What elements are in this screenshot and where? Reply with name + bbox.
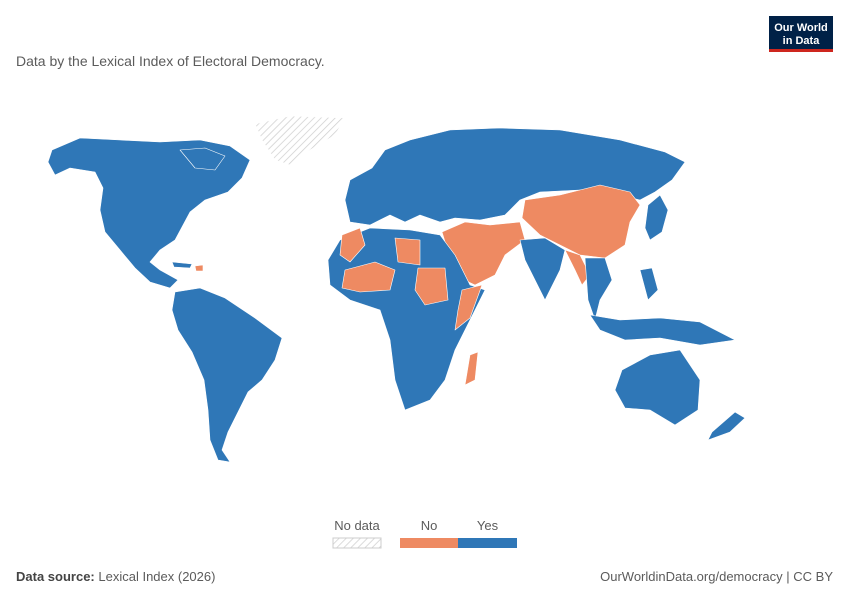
region[interactable] bbox=[179, 147, 226, 171]
logo-text: in Data bbox=[783, 35, 821, 47]
region[interactable] bbox=[341, 261, 396, 293]
region[interactable] bbox=[639, 267, 659, 301]
region[interactable] bbox=[47, 137, 251, 289]
source: Data source: Lexical Index (2026) bbox=[16, 569, 215, 584]
region[interactable] bbox=[454, 284, 483, 331]
legend-label: Yes bbox=[477, 518, 499, 533]
region[interactable] bbox=[584, 257, 613, 321]
source-label: Data source: bbox=[16, 569, 95, 584]
region[interactable] bbox=[464, 351, 479, 386]
region[interactable] bbox=[707, 411, 746, 441]
region[interactable] bbox=[394, 237, 421, 266]
world-map bbox=[47, 115, 746, 463]
legend-label: No bbox=[421, 518, 438, 533]
region[interactable] bbox=[644, 194, 669, 241]
region[interactable] bbox=[339, 227, 366, 263]
logo[interactable]: Our World in Data bbox=[769, 16, 833, 52]
legend-swatch bbox=[458, 538, 517, 548]
logo-text: Our World bbox=[774, 22, 828, 34]
region[interactable] bbox=[564, 249, 591, 286]
logo-box[interactable] bbox=[769, 16, 833, 50]
legend-swatch bbox=[332, 537, 382, 549]
region[interactable] bbox=[414, 267, 449, 306]
region[interactable] bbox=[194, 264, 204, 272]
region[interactable] bbox=[171, 261, 193, 269]
source-url[interactable]: OurWorldinData.org/democracy | CC BY bbox=[600, 569, 833, 584]
region[interactable] bbox=[614, 349, 701, 426]
subtitle: Data by the Lexical Index of Electoral D… bbox=[16, 53, 325, 69]
region[interactable] bbox=[254, 115, 346, 166]
logo-underline bbox=[769, 49, 833, 52]
region[interactable] bbox=[589, 314, 736, 346]
region[interactable] bbox=[171, 287, 283, 463]
legend-swatch bbox=[400, 538, 458, 548]
source-text: Lexical Index (2026) bbox=[98, 569, 215, 584]
region[interactable] bbox=[519, 237, 566, 301]
legend-label: No data bbox=[334, 518, 380, 533]
legend: No data No Yes bbox=[332, 518, 517, 549]
region[interactable] bbox=[521, 184, 641, 259]
